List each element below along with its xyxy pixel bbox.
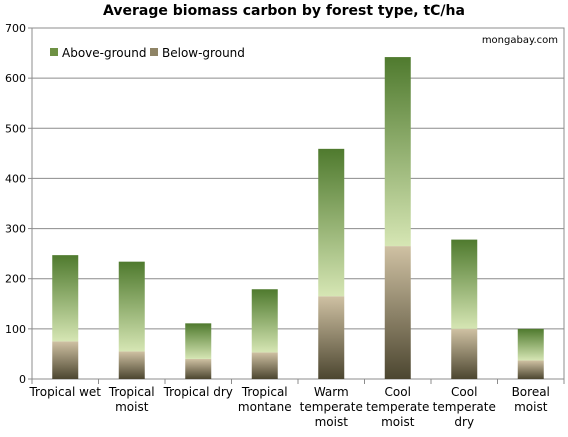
- bar-below-ground: [52, 341, 79, 379]
- bar-below-ground: [118, 351, 145, 379]
- bar-above-ground: [52, 255, 79, 342]
- y-axis-ticks: 0 100 200 300 400 500 600 700: [5, 22, 32, 386]
- legend-label: Below-ground: [162, 46, 245, 60]
- y-tick-label: 400: [5, 172, 26, 185]
- bar-below-ground: [251, 352, 278, 379]
- bar-above-ground: [384, 57, 411, 247]
- y-tick-label: 700: [5, 22, 26, 35]
- bar-above-ground: [251, 289, 278, 353]
- y-tick-label: 600: [5, 72, 26, 85]
- x-axis-labels: Tropical wet Tropical moist Tropical dry Tro…: [28, 379, 565, 429]
- plot-area: [31, 27, 565, 380]
- y-tick-label: 0: [19, 373, 26, 386]
- x-tick-label: Cool temperate moist: [366, 385, 429, 429]
- y-tick-label: 200: [5, 273, 26, 286]
- bar-above-ground: [451, 239, 478, 329]
- bar-above-ground: [118, 261, 145, 352]
- bar-below-ground: [384, 246, 411, 379]
- x-tick-label: Tropical dry: [163, 385, 233, 399]
- bar-above-ground: [318, 148, 345, 297]
- bar-below-ground: [451, 328, 478, 379]
- legend-swatch: [150, 48, 158, 56]
- y-tick-label: 500: [5, 122, 26, 135]
- y-tick-label: 100: [5, 323, 26, 336]
- x-tick-label: Tropical moist: [108, 385, 155, 414]
- bar-below-ground: [517, 360, 544, 379]
- legend-swatch: [50, 48, 58, 56]
- bar-below-ground: [318, 296, 345, 379]
- legend: Above-ground Below-ground: [50, 46, 245, 60]
- y-tick-label: 300: [5, 223, 26, 236]
- x-tick-label: Warm temperate moist: [300, 385, 363, 429]
- bars: [52, 57, 544, 379]
- bar-above-ground: [517, 328, 544, 361]
- x-tick-label: Boreal moist: [512, 385, 550, 414]
- legend-label: Above-ground: [62, 46, 146, 60]
- source-annotation: mongabay.com: [482, 35, 558, 46]
- bar-below-ground: [185, 358, 212, 379]
- x-tick-label: Tropical montane: [238, 385, 292, 414]
- chart-title: Average biomass carbon by forest type, t…: [103, 3, 465, 19]
- x-tick-label: Cool temperate dry: [433, 385, 496, 429]
- x-tick-label: Tropical wet: [28, 385, 101, 399]
- bar-above-ground: [185, 323, 212, 359]
